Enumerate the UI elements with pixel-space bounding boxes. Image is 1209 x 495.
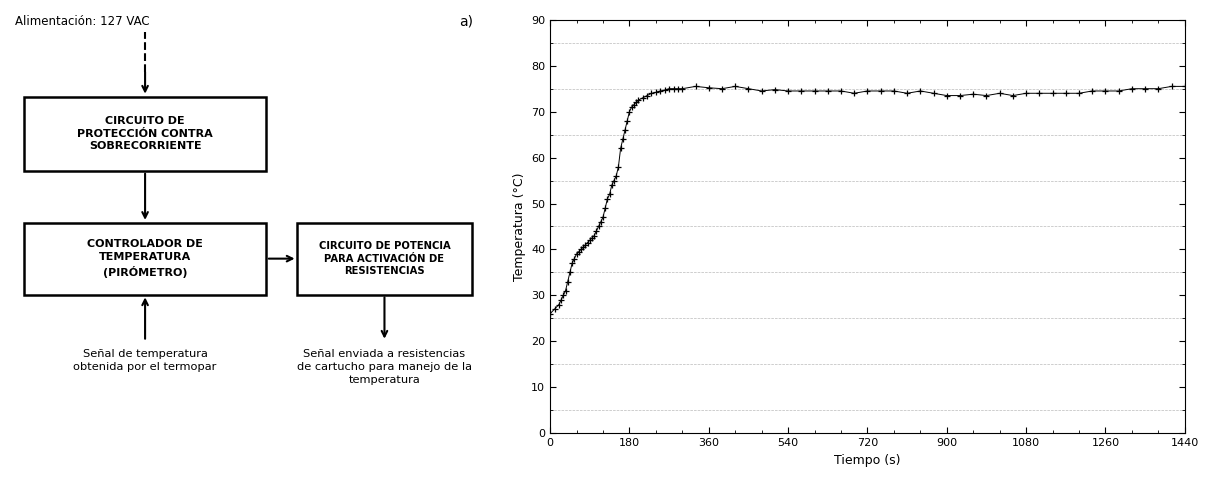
FancyBboxPatch shape [24,223,266,295]
FancyBboxPatch shape [297,223,472,295]
Text: Señal enviada a resistencias
de cartucho para manejo de la
temperatura: Señal enviada a resistencias de cartucho… [297,349,472,385]
Text: CIRCUITO DE POTENCIA
PARA ACTIVACIÓN DE
RESISTENCIAS: CIRCUITO DE POTENCIA PARA ACTIVACIÓN DE … [319,241,450,276]
X-axis label: Tiempo (s): Tiempo (s) [834,453,901,467]
Text: Señal de temperatura
obtenida por el termopar: Señal de temperatura obtenida por el ter… [74,349,216,372]
Text: Alimentación: 127 VAC: Alimentación: 127 VAC [15,15,149,28]
FancyBboxPatch shape [24,97,266,171]
Y-axis label: Temperatura (°C): Temperatura (°C) [513,172,526,281]
Text: a): a) [459,15,474,29]
Text: CIRCUITO DE
PROTECCIÓN CONTRA
SOBRECORRIENTE: CIRCUITO DE PROTECCIÓN CONTRA SOBRECORRI… [77,116,213,151]
Text: CONTROLADOR DE
TEMPERATURA
(PIRÓMETRO): CONTROLADOR DE TEMPERATURA (PIRÓMETRO) [87,240,203,278]
